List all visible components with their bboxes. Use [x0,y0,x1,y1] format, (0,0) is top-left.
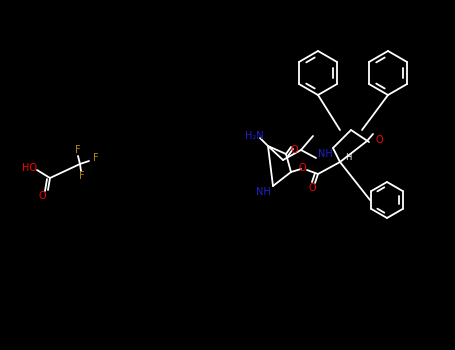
Text: H: H [345,153,351,161]
Text: F: F [75,145,81,155]
Text: F: F [79,171,85,181]
Text: NH: NH [318,149,332,159]
Text: O: O [290,145,298,155]
Text: HO: HO [22,163,37,173]
Text: O: O [298,163,306,173]
Text: H₂N: H₂N [245,131,263,141]
Text: F: F [93,153,99,163]
Text: O: O [375,135,383,145]
Text: NH: NH [256,187,270,197]
Text: O: O [308,183,316,193]
Text: O: O [38,191,46,201]
